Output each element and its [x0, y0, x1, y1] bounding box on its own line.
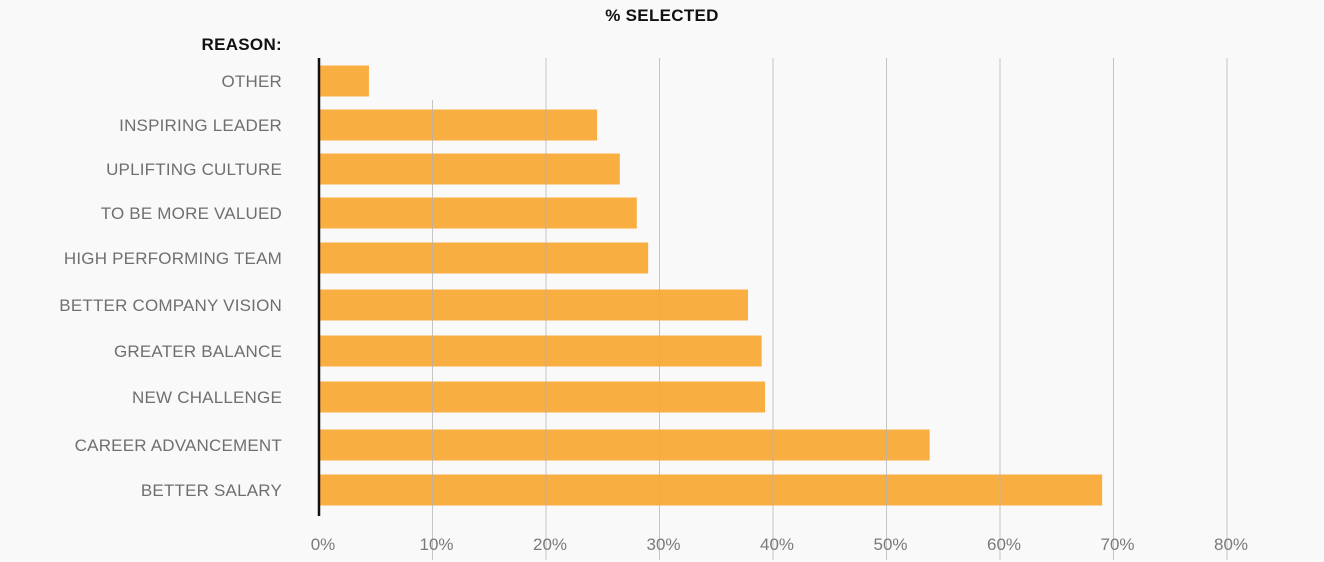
x-tick-label: 40%	[760, 535, 794, 554]
category-label: UPLIFTING CULTURE	[106, 160, 282, 179]
bar-other	[320, 65, 369, 97]
bar-career-advancement	[320, 429, 930, 461]
category-label: HIGH PERFORMING TEAM	[64, 249, 282, 268]
bar-inspiring-leader	[320, 109, 598, 141]
x-tick-label: 70%	[1100, 535, 1134, 554]
x-tick-label: 0%	[311, 535, 336, 554]
category-label: INSPIRING LEADER	[119, 116, 282, 135]
bar-new-challenge	[320, 381, 766, 413]
category-label: BETTER COMPANY VISION	[59, 296, 282, 315]
category-label: CAREER ADVANCEMENT	[75, 436, 282, 455]
category-label: BETTER SALARY	[141, 481, 282, 500]
bar-to-be-more-valued	[320, 197, 637, 229]
bar-better-company-vision	[320, 289, 749, 321]
category-label: TO BE MORE VALUED	[101, 204, 282, 223]
x-tick-label: 20%	[533, 535, 567, 554]
category-label: OTHER	[222, 72, 283, 91]
x-tick-label: 60%	[987, 535, 1021, 554]
bar-uplifting-culture	[320, 153, 620, 185]
category-label: GREATER BALANCE	[114, 342, 282, 361]
bar-high-performing-team	[320, 242, 649, 274]
chart-title: % SELECTED	[605, 6, 719, 25]
bar-greater-balance	[320, 335, 762, 367]
bar-better-salary	[320, 474, 1103, 506]
category-label: NEW CHALLENGE	[132, 388, 282, 407]
x-tick-label: 30%	[646, 535, 680, 554]
x-tick-label: 10%	[419, 535, 453, 554]
x-tick-label: 80%	[1214, 535, 1248, 554]
x-tick-label: 50%	[873, 535, 907, 554]
y-axis-heading: REASON:	[201, 35, 282, 54]
